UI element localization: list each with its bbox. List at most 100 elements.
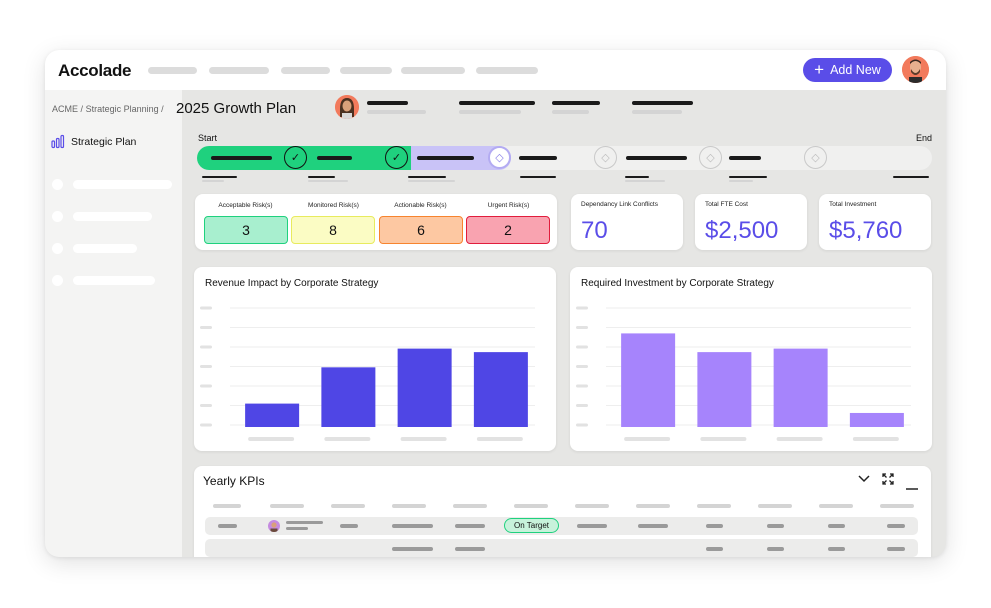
nav-placeholder[interactable] [401, 67, 465, 74]
sidebar-item-placeholder[interactable] [73, 180, 172, 189]
app-logo: Accolade [58, 61, 132, 80]
metric-label: Total Investment [829, 201, 877, 208]
table-row[interactable] [205, 517, 918, 535]
sidebar-item-dot[interactable] [52, 243, 63, 254]
milestone-label-placeholder [317, 156, 352, 160]
breadcrumb-separator: / [161, 104, 164, 114]
x-tick-placeholder [776, 437, 823, 441]
cell-placeholder [340, 524, 358, 528]
milestone-date-placeholder [308, 180, 348, 182]
column-header-placeholder[interactable] [270, 504, 304, 508]
milestone-diamond-icon[interactable]: ◇ [804, 146, 827, 169]
y-tick-placeholder [200, 384, 212, 388]
metric-card-fte-cost[interactable] [695, 194, 807, 250]
sidebar-item-dot[interactable] [52, 179, 63, 190]
milestone-label-placeholder [417, 156, 474, 160]
bar[interactable] [473, 352, 528, 427]
cell-placeholder [455, 547, 485, 551]
y-tick-placeholder [576, 384, 588, 388]
column-header-placeholder[interactable] [575, 504, 609, 508]
bar[interactable] [849, 412, 904, 427]
y-tick-placeholder [576, 306, 588, 310]
risk-value-urgent[interactable]: 2 [466, 216, 550, 244]
plus-icon: + [814, 59, 825, 79]
x-tick-placeholder [624, 437, 671, 441]
user-avatar[interactable] [902, 56, 929, 83]
nav-placeholder[interactable] [340, 67, 392, 74]
column-header-placeholder[interactable] [880, 504, 914, 508]
cell-placeholder [706, 547, 723, 551]
bar[interactable] [621, 333, 676, 427]
sidebar-item-dot[interactable] [52, 275, 63, 286]
breadcrumb-org[interactable]: ACME [52, 104, 79, 114]
sidebar-item-strategic-plan[interactable]: Strategic Plan [51, 134, 136, 149]
nav-placeholder[interactable] [281, 67, 330, 74]
column-header-placeholder[interactable] [514, 504, 548, 508]
app-window: Accolade + Add New ACME / Strategic Plan… [45, 50, 946, 557]
milestone-date-placeholder [729, 180, 753, 182]
sidebar-item-placeholder[interactable] [73, 244, 137, 253]
column-header-placeholder[interactable] [453, 504, 487, 508]
bar[interactable] [245, 403, 300, 427]
milestone-date-placeholder [408, 180, 455, 182]
milestone-date-placeholder [625, 180, 665, 182]
milestone-label-placeholder [626, 156, 687, 160]
x-tick-placeholder [324, 437, 371, 441]
bar[interactable] [321, 367, 376, 427]
x-tick-placeholder [700, 437, 747, 441]
chart-title: Required Investment by Corporate Strateg… [581, 278, 774, 289]
breadcrumb-section[interactable]: Strategic Planning [85, 104, 159, 114]
sidebar-item-dot[interactable] [52, 211, 63, 222]
sidebar-item-placeholder[interactable] [73, 276, 155, 285]
meta-placeholder [552, 110, 589, 114]
metric-card-dependency-conflicts[interactable] [571, 194, 683, 250]
risk-value-acceptable[interactable]: 3 [204, 216, 288, 244]
bar[interactable] [697, 352, 752, 427]
bar[interactable] [773, 348, 828, 427]
page-title: 2025 Growth Plan [176, 100, 297, 117]
risk-value-actionable[interactable]: 6 [379, 216, 463, 244]
risk-label-monitored: Monitored Risk(s) [308, 202, 359, 209]
milestone-date-placeholder [408, 176, 446, 178]
nav-placeholder[interactable] [209, 67, 269, 74]
bar[interactable] [397, 348, 452, 427]
column-header-placeholder[interactable] [819, 504, 853, 508]
column-header-placeholder[interactable] [697, 504, 731, 508]
table-row[interactable] [205, 539, 918, 557]
milestone-diamond-icon[interactable]: ◇ [594, 146, 617, 169]
owner-name-placeholder [367, 101, 408, 105]
meta-placeholder [459, 110, 521, 114]
meta-placeholder [632, 110, 682, 114]
metric-label: Dependancy Link Conflicts [581, 201, 658, 208]
column-header-placeholder[interactable] [758, 504, 792, 508]
expand-icon[interactable] [882, 473, 894, 488]
chevron-down-icon[interactable] [858, 472, 870, 486]
column-header-placeholder[interactable] [392, 504, 426, 508]
column-header-placeholder[interactable] [636, 504, 670, 508]
column-header-placeholder[interactable] [213, 504, 241, 508]
milestone-diamond-icon[interactable]: ◇ [699, 146, 722, 169]
milestone-date-placeholder [625, 176, 649, 178]
milestone-check-icon[interactable]: ✓ [284, 146, 307, 169]
nav-placeholder[interactable] [148, 67, 197, 74]
sidebar-item-placeholder[interactable] [73, 212, 152, 221]
owner-avatar[interactable] [335, 95, 359, 119]
y-tick-placeholder [576, 345, 588, 349]
column-header-placeholder[interactable] [331, 504, 365, 508]
risk-value-monitored[interactable]: 8 [291, 216, 375, 244]
add-new-button[interactable]: + Add New [803, 58, 892, 82]
metric-card-total-investment[interactable] [819, 194, 931, 250]
y-tick-placeholder [200, 326, 212, 329]
y-tick-placeholder [576, 404, 588, 407]
y-tick-placeholder [200, 404, 212, 407]
cell-placeholder [767, 524, 784, 528]
owner-role-placeholder [367, 110, 426, 114]
y-tick-placeholder [200, 423, 212, 427]
milestone-diamond-icon[interactable]: ◇ [488, 146, 511, 169]
milestone-check-icon[interactable]: ✓ [385, 146, 408, 169]
y-tick-placeholder [576, 326, 588, 329]
top-bar: Accolade + Add New [45, 50, 946, 90]
nav-placeholder[interactable] [476, 67, 538, 74]
risk-label-acceptable: Acceptable Risk(s) [218, 202, 273, 209]
minimize-icon[interactable] [906, 479, 918, 493]
